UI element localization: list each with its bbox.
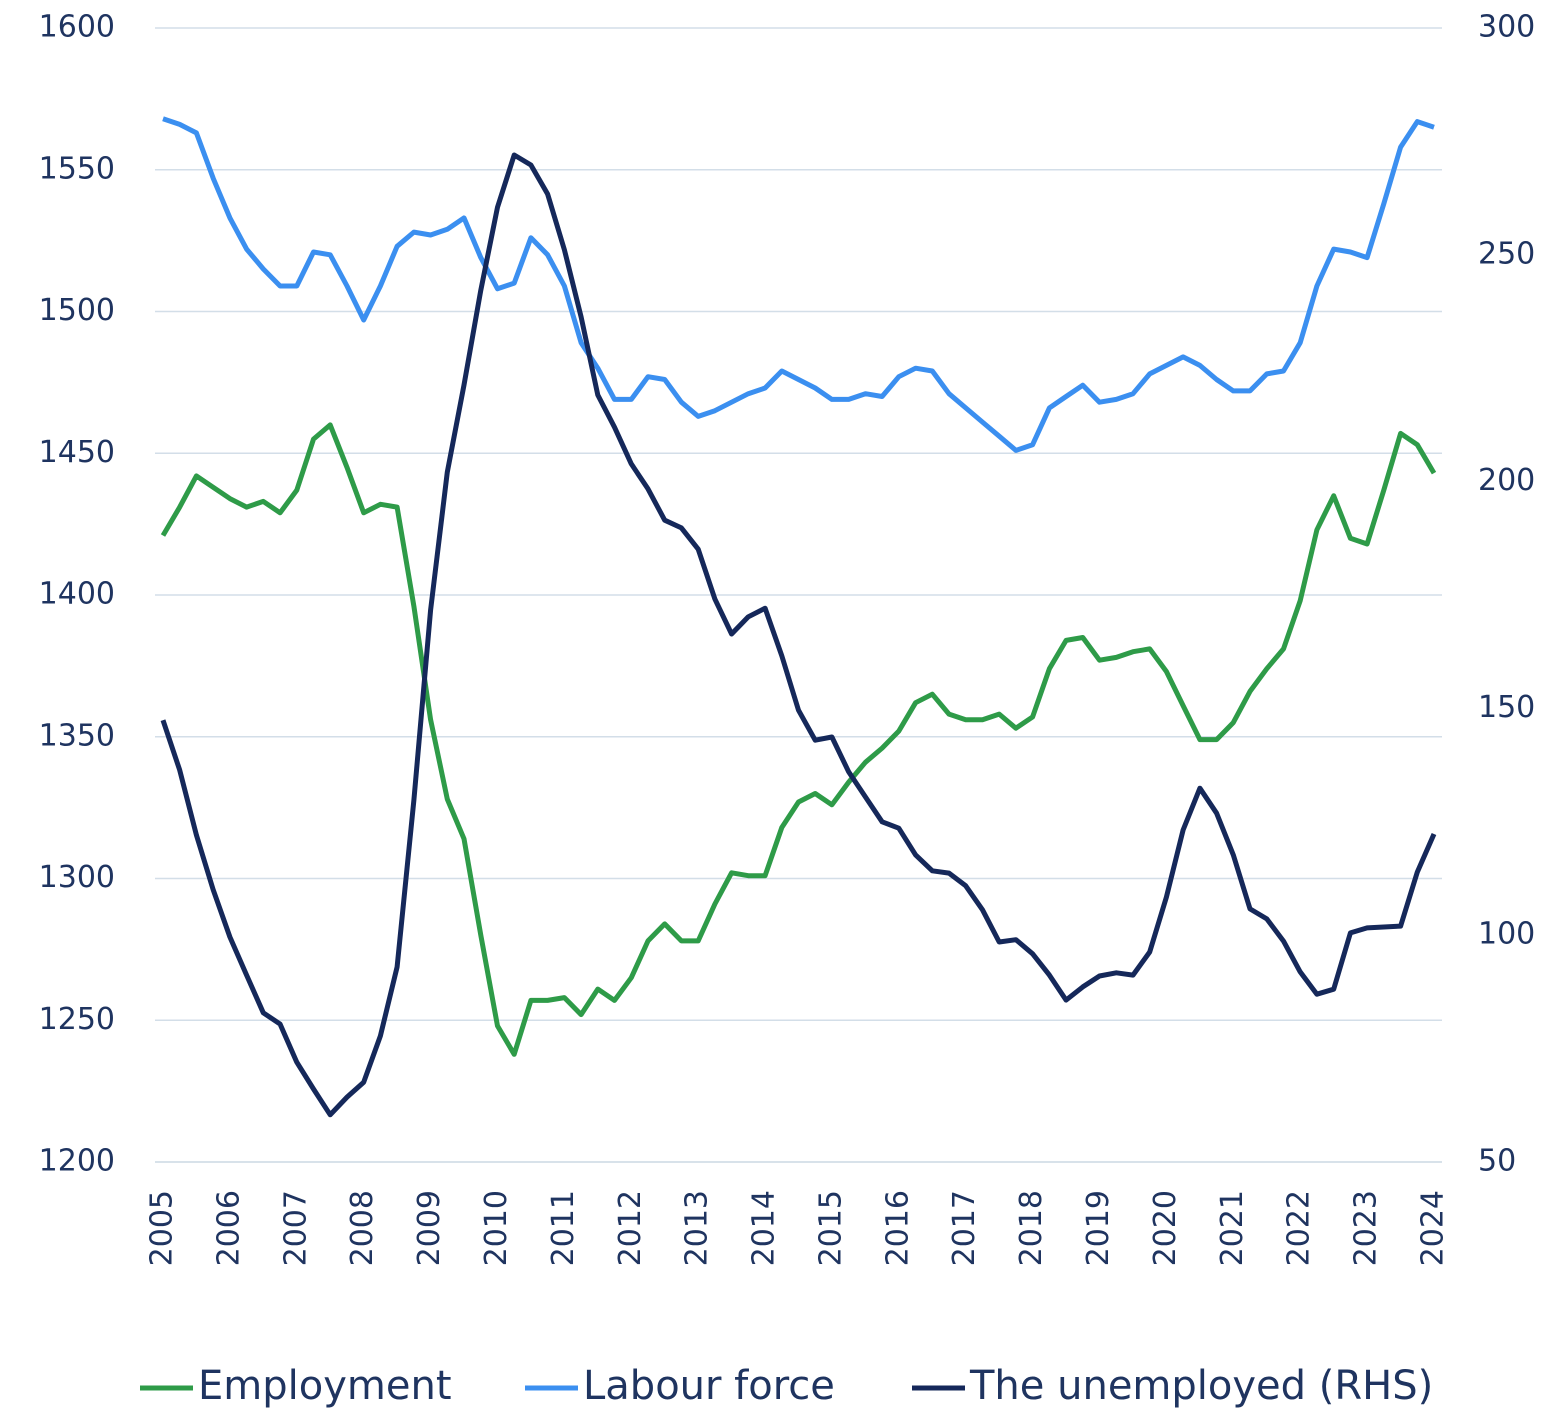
y-tick-label: 1500 [39,293,115,328]
x-tick-label: 2024 [1416,1190,1451,1266]
x-tick-label: 2020 [1148,1190,1183,1266]
legend-label: Labour force [583,1363,835,1409]
y2-tick-label: 100 [1478,917,1535,952]
y2-tick-label: 300 [1478,10,1535,45]
y2-tick-label: 50 [1478,1144,1516,1179]
y-tick-label: 1350 [39,718,115,753]
y-tick-label: 1200 [39,1144,115,1179]
x-tick-label: 2012 [613,1190,648,1266]
x-tick-label: 2009 [412,1190,447,1266]
x-tick-label: 2010 [479,1190,514,1266]
x-tick-label: 2017 [947,1190,982,1266]
x-tick-label: 2018 [1014,1190,1049,1266]
x-tick-label: 2011 [546,1190,581,1266]
y-tick-label: 1250 [39,1002,115,1037]
x-tick-label: 2015 [813,1190,848,1266]
y-tick-label: 1600 [39,10,115,45]
x-tick-label: 2023 [1349,1190,1384,1266]
x-tick-label: 2022 [1282,1190,1317,1266]
x-tick-label: 2014 [747,1190,782,1266]
x-tick-label: 2006 [211,1190,246,1266]
x-tick-label: 2021 [1215,1190,1250,1266]
y2-tick-label: 150 [1478,690,1535,725]
x-tick-label: 2019 [1081,1190,1116,1266]
series-line [160,152,1437,1118]
y-tick-label: 1450 [39,435,115,470]
x-tick-label: 2016 [880,1190,915,1266]
y-tick-label: 1300 [39,860,115,895]
legend-label: Employment [198,1363,452,1409]
y2-tick-label: 200 [1478,463,1535,498]
legend-label: The unemployed (RHS) [969,1363,1433,1409]
x-tick-label: 2013 [680,1190,715,1266]
x-tick-label: 2005 [145,1190,180,1266]
series-line [162,116,1435,453]
y2-tick-label: 250 [1478,236,1535,271]
y-tick-label: 1400 [39,577,115,612]
x-tick-label: 2008 [345,1190,380,1266]
series-line [160,422,1437,1057]
x-tick-label: 2007 [278,1190,313,1266]
y-tick-label: 1550 [39,151,115,186]
